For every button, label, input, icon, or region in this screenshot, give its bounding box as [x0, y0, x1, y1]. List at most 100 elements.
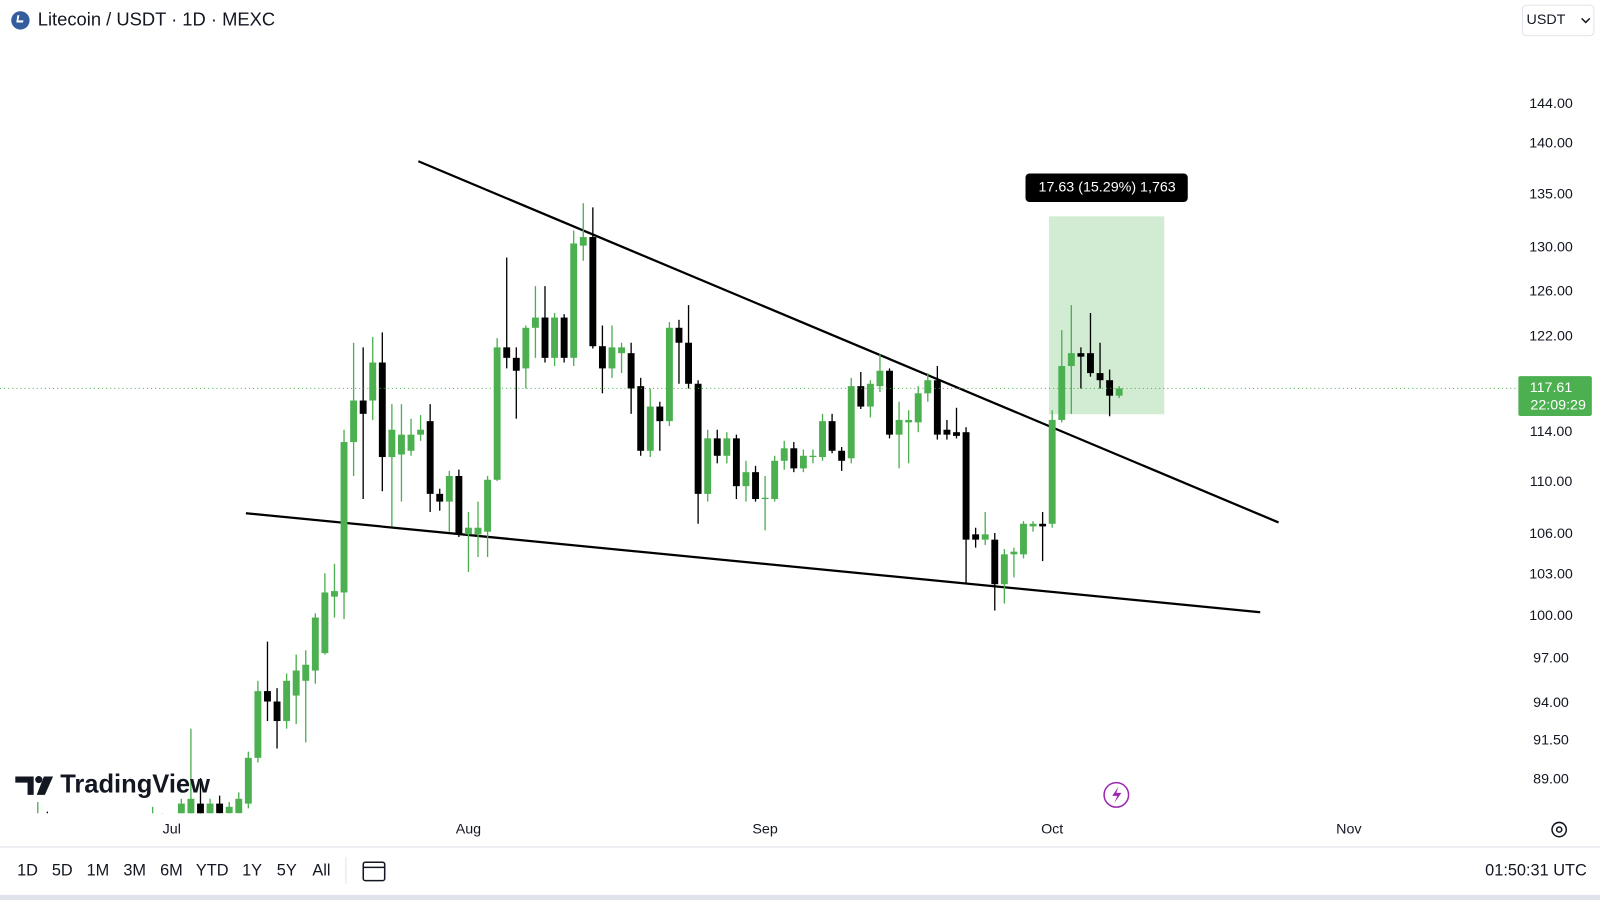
candle-body	[579, 237, 587, 246]
candle-body	[1048, 419, 1056, 524]
candle-body	[866, 383, 874, 407]
candle-body	[570, 243, 578, 358]
candle-body	[1000, 554, 1008, 585]
candle-body	[905, 419, 913, 423]
candle-body	[752, 472, 759, 500]
candle-body	[608, 347, 616, 369]
candle-body	[991, 539, 999, 585]
logo-mark	[15, 776, 34, 795]
candle-body	[350, 400, 358, 443]
y-tick-label: 89.00	[1533, 772, 1569, 788]
x-tick-label: Oct	[1041, 821, 1063, 837]
candle-body	[244, 757, 252, 804]
candle-body	[254, 691, 262, 758]
candle-body	[551, 317, 559, 358]
range-button[interactable]: All	[312, 862, 330, 880]
candle-body	[177, 803, 185, 814]
x-tick-label: Jul	[163, 821, 181, 837]
candle-body	[656, 406, 664, 422]
settings-icon-core	[1555, 826, 1563, 833]
alert-glyph	[1112, 786, 1122, 804]
candle-body	[1077, 353, 1085, 357]
candle-body	[273, 701, 281, 722]
bottom-strip	[0, 894, 1600, 900]
range-button[interactable]: 3M	[123, 862, 146, 880]
candle-body	[761, 497, 769, 500]
y-tick-label: 100.00	[1529, 608, 1573, 624]
candle-body	[388, 429, 396, 458]
candle-body	[445, 475, 453, 502]
y-tick-label: 140.00	[1529, 136, 1573, 152]
measure-label: 17.63 (15.29%) 1,763	[1039, 180, 1176, 196]
y-tick-label: 126.00	[1529, 283, 1573, 299]
y-tick-label: 135.00	[1529, 187, 1573, 203]
x-tick-label: Aug	[456, 821, 481, 837]
candle-body	[627, 353, 635, 389]
candle-body	[378, 362, 386, 458]
candle-body	[665, 327, 673, 422]
y-tick-label: 122.00	[1529, 329, 1573, 345]
clock: 01:50:31 UTC	[1485, 862, 1587, 880]
candle-body	[264, 691, 271, 702]
y-tick-label: 103.00	[1529, 566, 1573, 582]
y-tick-label: 106.00	[1529, 526, 1573, 542]
candle-body	[436, 493, 444, 502]
candle-body	[474, 527, 482, 535]
range-button[interactable]: 1M	[87, 862, 110, 880]
candle-body	[704, 438, 712, 494]
currency-label[interactable]: USDT	[1527, 12, 1566, 28]
range-button[interactable]: 1D	[17, 862, 38, 880]
candle-body	[369, 362, 377, 401]
range-button[interactable]: 5D	[52, 862, 73, 880]
watermark: TradingView	[15, 770, 210, 798]
candle-body	[895, 419, 903, 435]
candle-body	[675, 327, 683, 343]
range-button[interactable]: 5Y	[277, 862, 297, 880]
lower-trendline[interactable]	[245, 512, 1261, 614]
candle-body	[321, 592, 329, 654]
candle-body	[876, 370, 884, 387]
range-button[interactable]: YTD	[196, 862, 229, 880]
candle-body	[809, 455, 817, 458]
y-tick-label: 130.00	[1529, 240, 1573, 256]
candle-body	[225, 806, 233, 814]
candle-body	[828, 421, 836, 451]
logo-slash	[36, 776, 54, 795]
candle-body	[618, 347, 626, 354]
upper-trendline[interactable]	[417, 160, 1280, 524]
candle-body	[206, 803, 214, 814]
candle-body	[359, 400, 367, 414]
candle-body	[819, 421, 826, 458]
currency-dropdown[interactable]	[1521, 4, 1595, 37]
y-tick-label: 110.00	[1530, 474, 1573, 490]
candle-body	[531, 317, 539, 328]
candle-body	[302, 664, 310, 681]
candle-body	[847, 386, 855, 459]
candle-body	[407, 434, 415, 451]
candle-body	[292, 670, 300, 696]
symbol-title: Litecoin / USDT · 1D · MEXC	[38, 8, 275, 29]
candle-body	[1020, 523, 1027, 555]
range-button[interactable]: 6M	[160, 862, 183, 880]
candle-body	[953, 432, 960, 436]
candle-body	[933, 380, 941, 435]
y-tick-label: 144.00	[1529, 96, 1573, 112]
settings-icon[interactable]	[1551, 821, 1568, 838]
range-button[interactable]: 1Y	[242, 862, 262, 880]
x-tick-label: Sep	[752, 821, 777, 837]
candle-body	[1029, 523, 1037, 527]
candle-body	[972, 534, 980, 540]
candle-body	[771, 460, 779, 500]
candle-body	[694, 383, 702, 494]
candle-body	[398, 434, 405, 455]
last-price-box	[1518, 376, 1592, 416]
date-range-icon[interactable]	[362, 861, 386, 882]
candle-body	[886, 370, 893, 435]
dropdown-caret	[1581, 17, 1591, 24]
candle-body	[598, 346, 606, 369]
candle-body	[799, 455, 807, 469]
candle-body	[1106, 380, 1114, 396]
candle-body	[914, 393, 922, 423]
candle-body	[589, 237, 597, 347]
